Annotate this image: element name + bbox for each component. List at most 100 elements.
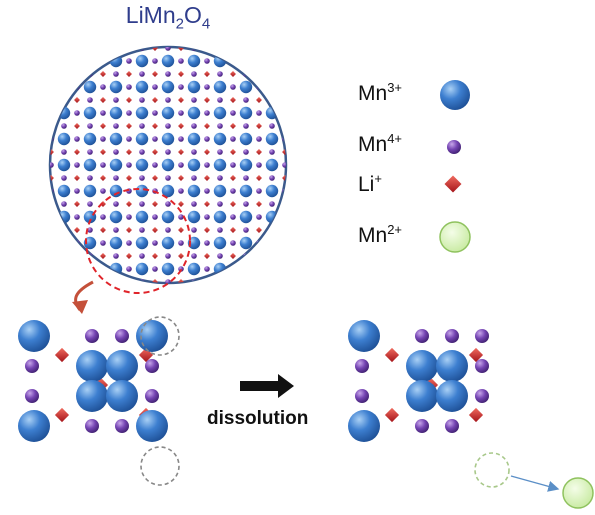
mn3-ion [18,320,50,352]
mn3-ion [348,320,380,352]
mn4-ion [61,201,67,207]
mn3-ion [436,350,468,382]
large-blue-sphere-icon [440,80,470,110]
mn4-ion [217,227,223,233]
mn4-ion [243,149,249,155]
mn3-ion [109,80,123,94]
mn3-ion [213,236,227,250]
mn4-ion [191,175,197,181]
mn3-ion [135,54,149,68]
mn3-ion [76,380,108,412]
li-ion [126,97,132,103]
mn4-ion [139,149,145,155]
mn4-ion [165,227,171,233]
mn4-ion [256,188,262,194]
mn4-ion [126,84,132,90]
mn3-ion [83,184,97,198]
mn3-ion [106,380,138,412]
mn4-ion [178,240,184,246]
mn3-ion [265,132,279,146]
mn4-ion [178,84,184,90]
mn4-ion [230,84,236,90]
li-ion [126,71,132,77]
vacancy-circle [474,452,510,488]
mn4-ion [178,266,184,272]
mn3-ion [109,158,123,172]
mn3-ion [187,106,201,120]
mn4-ion [243,227,249,233]
mn3-ion [265,184,279,198]
release-arrow [510,475,560,492]
li-ion [152,279,158,283]
mn3-ion [161,184,175,198]
mn4-ion [269,175,275,181]
mn4-ion [152,214,158,220]
mn3-ion [135,236,149,250]
mn4-ion [204,58,210,64]
mn4-ion [191,149,197,155]
mn3-ion [135,184,149,198]
li-ion [54,347,70,363]
mn4-ion [415,329,429,343]
li-ion [126,123,132,129]
li-ion [152,227,158,233]
mn4-ion [25,389,39,403]
mn4-ion [191,71,197,77]
mn4-ion [217,71,223,77]
mn3-ion [57,158,71,172]
highlight-circle-bottom [140,446,180,486]
mn4-ion [152,162,158,168]
mn4-ion [165,253,171,259]
li-ion [74,97,80,103]
mn3-ion [161,54,175,68]
mn4-ion [204,266,210,272]
li-ion [74,123,80,129]
mn4-ion [445,419,459,433]
mn3-ion [161,132,175,146]
mn3-ion [135,262,149,276]
mn4-ion [165,123,171,129]
mn4-ion [243,175,249,181]
mn4-ion [113,123,119,129]
mn4-ion [191,97,197,103]
mn4-ion [87,175,93,181]
mn4-ion [282,162,286,168]
lattice-before-dissolution [18,316,180,486]
mn4-ion [139,175,145,181]
mn4-ion [475,389,489,403]
mn3-ion [109,132,123,146]
li-ion [204,227,210,233]
diagram-title: LiMn2O4 [125,2,211,33]
mn4-ion [165,71,171,77]
mn3-ion [213,80,227,94]
mn4-ion [355,389,369,403]
mn4-ion [145,389,159,403]
mn4-ion [269,149,275,155]
mn4-ion [230,162,236,168]
mn3-ion [83,158,97,172]
mn4-ion [165,279,171,283]
mn4-ion [243,97,249,103]
mn4-ion [178,188,184,194]
mn4-ion [87,149,93,155]
li-ion [50,149,54,155]
li-ion [204,149,210,155]
mn3-ion [135,210,149,224]
mn4-ion [204,110,210,116]
mn4-ion [165,97,171,103]
mn3-ion [135,106,149,120]
mn4-ion [100,214,106,220]
released-mn2-ion [562,477,594,509]
mn4-ion [87,201,93,207]
mn4-ion [126,214,132,220]
mn3-ion [239,132,253,146]
mn4-ion [113,149,119,155]
li-ion [384,347,400,363]
mn4-ion [445,329,459,343]
mn3-ion [57,132,71,146]
mn4-ion [61,123,67,129]
mn3-ion [213,210,227,224]
li-ion [50,175,54,181]
li-ion [178,201,184,207]
mn4-ion [126,266,132,272]
